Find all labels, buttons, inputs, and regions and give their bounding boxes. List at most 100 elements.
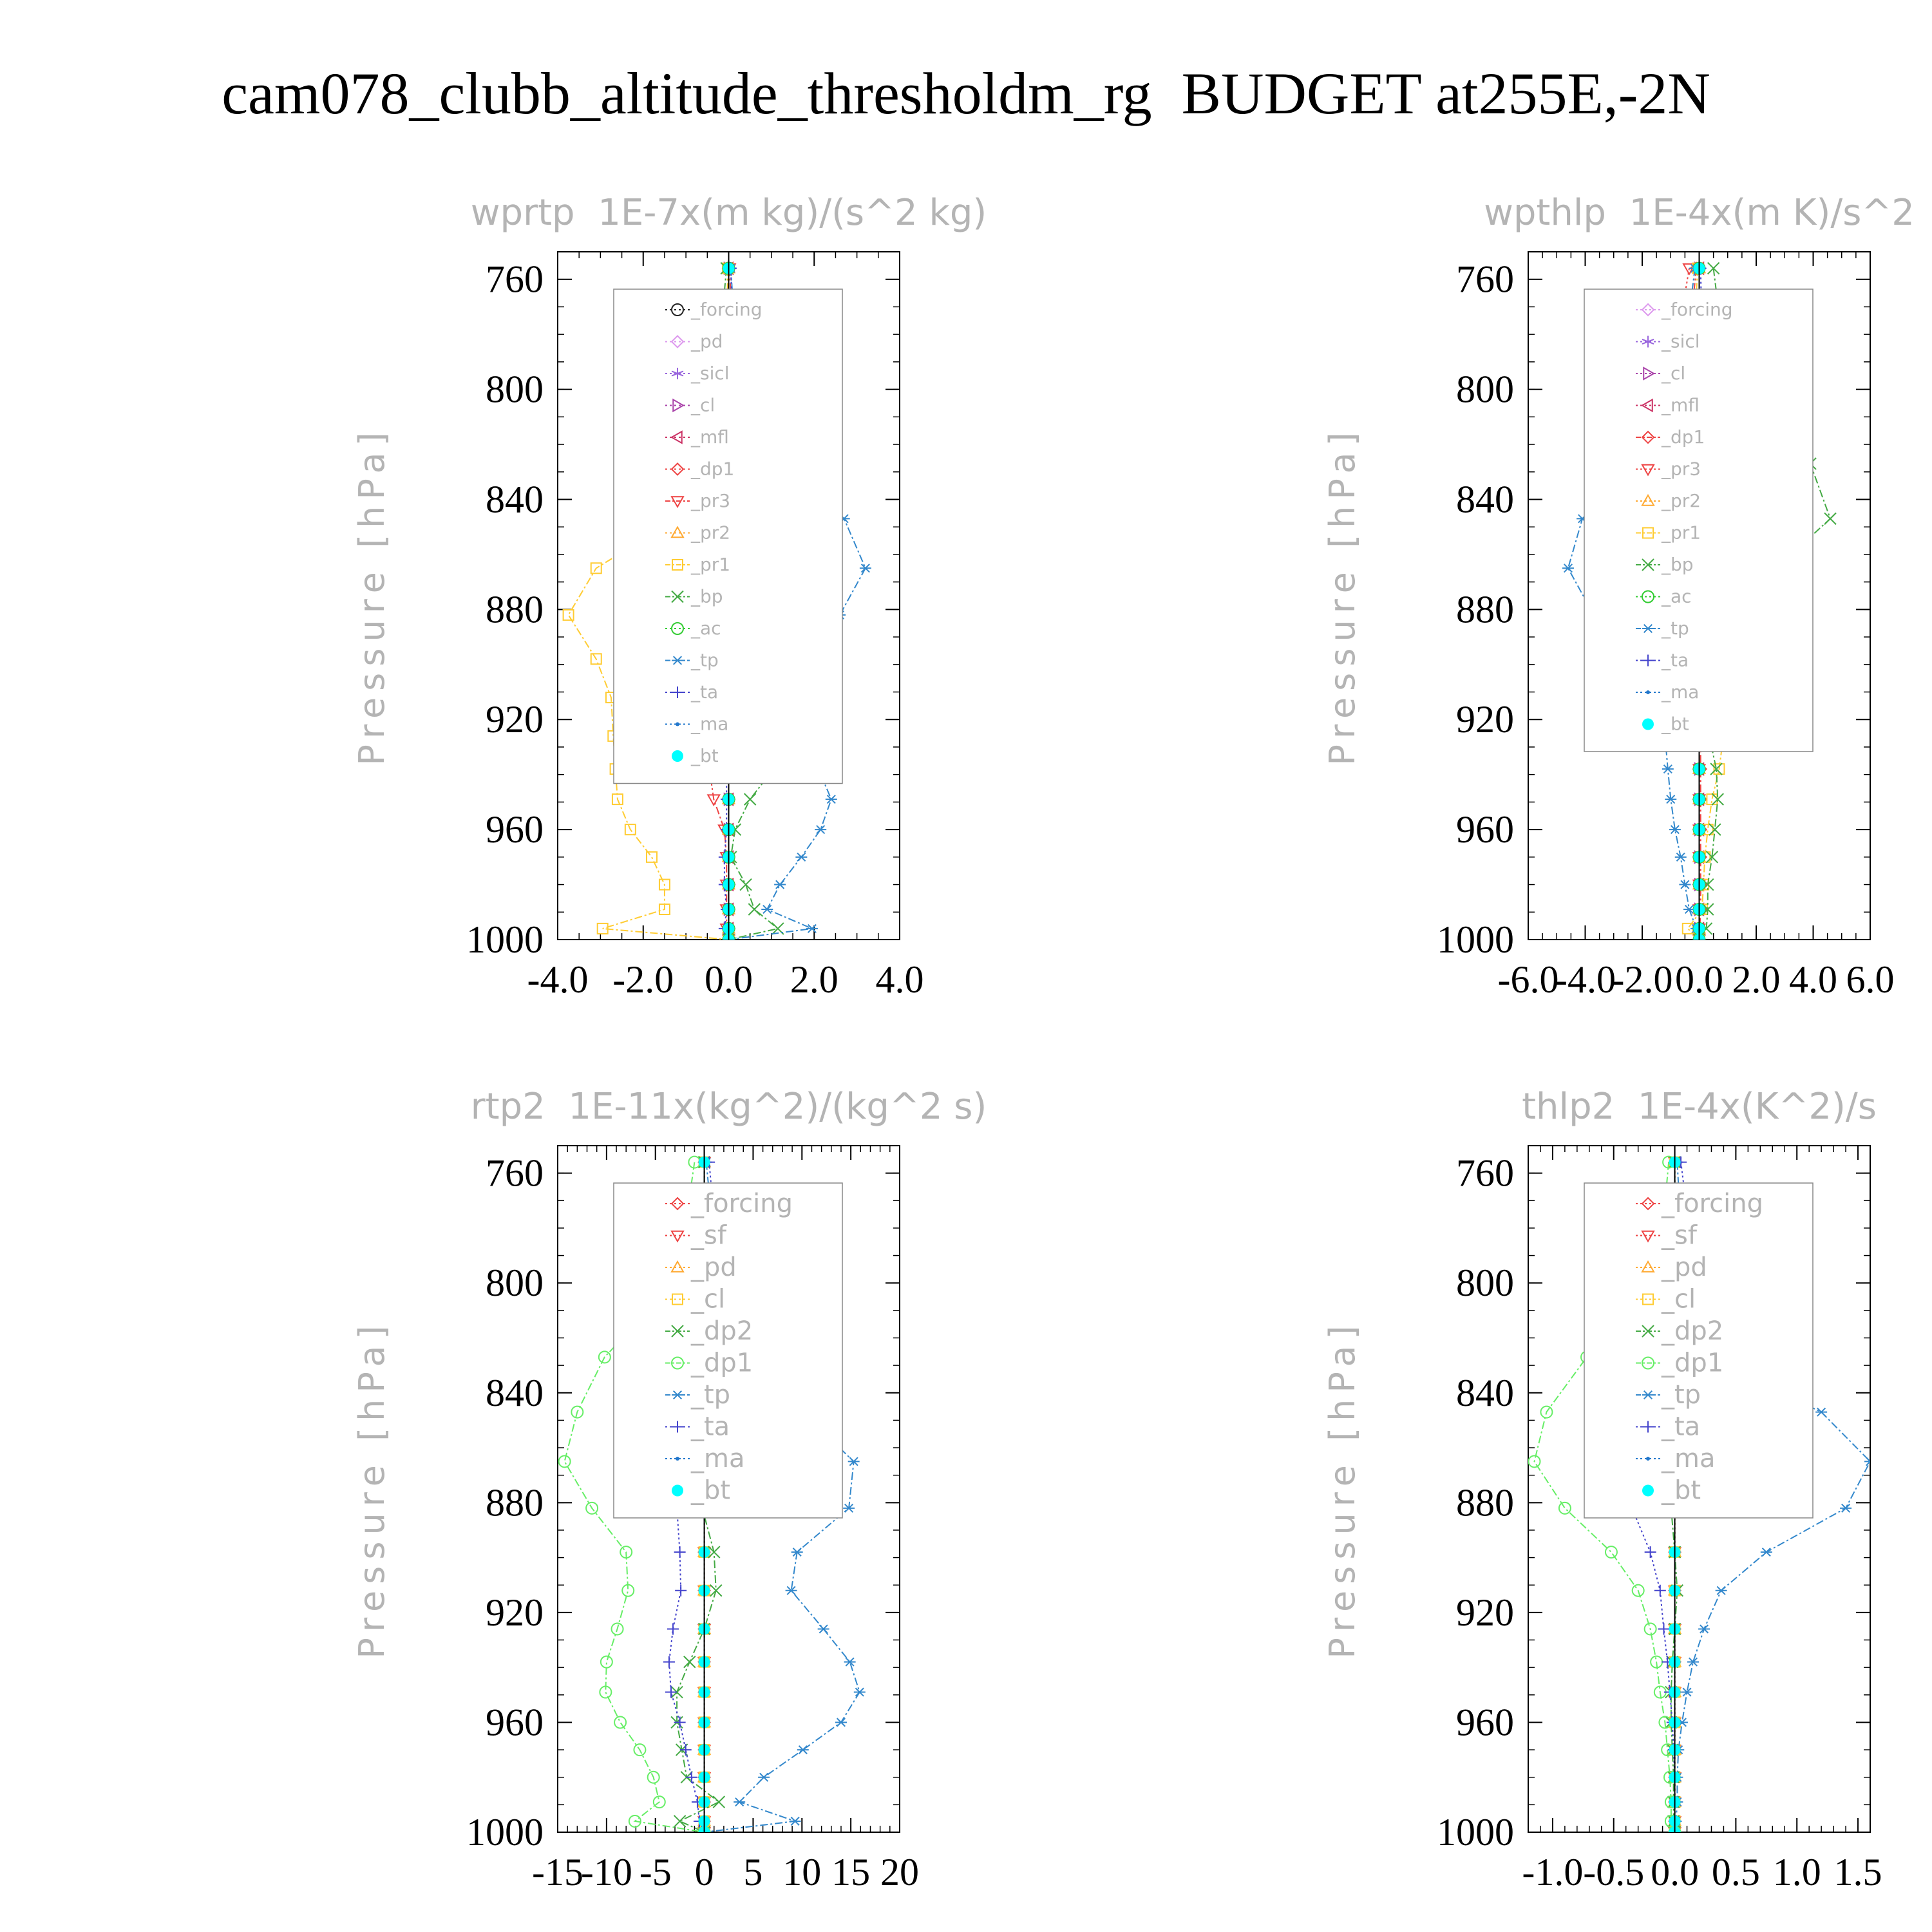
- legend-label: _ma: [1661, 681, 1699, 703]
- data-point: [844, 1657, 856, 1667]
- legend-item: _bt: [1642, 713, 1689, 734]
- legend-swatch-marker: [1642, 336, 1654, 348]
- x-tick-label: -15: [532, 1851, 583, 1893]
- y-axis-label: Pressure [hPa]: [352, 1319, 392, 1658]
- legend-item: _mfl: [665, 426, 729, 448]
- legend-swatch-marker: [1642, 1293, 1654, 1305]
- legend-item: _dp1: [665, 458, 734, 479]
- panel-wprtp: wprtp 1E-7x(m kg)/(s^2 kg) Pressure [hPa]…: [352, 192, 987, 1001]
- y-tick-label: 840: [1456, 478, 1514, 520]
- legend-swatch-marker: [672, 398, 685, 413]
- legend-label: _dp1: [1661, 426, 1705, 448]
- legend-item: _pr3: [665, 490, 730, 511]
- legend-item: _ma: [665, 1444, 744, 1473]
- y-axis-label: Pressure [hPa]: [1322, 426, 1363, 765]
- legend-label: _dp2: [690, 1316, 753, 1346]
- data-point: [791, 1548, 803, 1557]
- legend-label: _tp: [1661, 618, 1689, 639]
- data-point: [590, 562, 602, 574]
- legend-label: _forcing: [1661, 299, 1733, 320]
- x-tick-label: -0.5: [1583, 1851, 1644, 1893]
- legend-swatch-marker: [670, 1230, 685, 1243]
- legend-swatch-marker: [1642, 1325, 1654, 1338]
- legend-item: _cl: [665, 1284, 725, 1314]
- legend-item: _dp2: [1636, 1316, 1723, 1346]
- data-point: [1705, 851, 1719, 864]
- y-tick-label: 1000: [466, 918, 544, 961]
- legend-item: _bp: [665, 585, 723, 607]
- legend-label: _ac: [1661, 585, 1692, 607]
- legend-box: [1584, 1182, 1814, 1519]
- legend-label: _forcing: [690, 1189, 793, 1218]
- data-point: [614, 1716, 627, 1729]
- x-tick-label: -5: [639, 1851, 672, 1893]
- legend-swatch-marker: [672, 1390, 683, 1400]
- data-point: [710, 1584, 723, 1597]
- legend-swatch-marker: [672, 1293, 683, 1305]
- data-point: [806, 923, 818, 933]
- legend-item: _cl: [1636, 363, 1685, 384]
- legend-item: _cl: [665, 394, 715, 415]
- data-point: [1864, 1457, 1870, 1466]
- legend-item: _dp1: [1636, 1348, 1723, 1378]
- legend-item: _sicl: [1636, 330, 1700, 352]
- y-tick-label: 960: [486, 808, 544, 851]
- legend-swatch-marker: [671, 1356, 684, 1370]
- data-point: [835, 1718, 847, 1727]
- y-tick-label: 880: [486, 588, 544, 630]
- legend-swatch-marker: [672, 687, 683, 698]
- legend-label: _sf: [1661, 1220, 1698, 1250]
- x-tick-label: 2.0: [790, 958, 838, 1001]
- legend-label: _ac: [690, 618, 721, 639]
- legend-item: _bt: [672, 745, 719, 766]
- legend-item: _tp: [1636, 1380, 1701, 1410]
- data-point: [665, 1686, 677, 1698]
- legend-item: _tp: [665, 649, 719, 670]
- y-tick-label: 880: [1456, 588, 1514, 630]
- y-tick-label: 960: [1456, 808, 1514, 851]
- data-point: [817, 1624, 829, 1634]
- legend: _forcing _sicl _cl _mfl _dp1 _pr3 _pr2 _pr1 _bp _…: [1584, 289, 1814, 752]
- x-tick-label: 10: [782, 1851, 821, 1893]
- data-point: [674, 1716, 686, 1728]
- legend-box: [1584, 289, 1814, 752]
- legend-label: _sf: [690, 1220, 727, 1250]
- legend-label: _tp: [690, 1380, 730, 1410]
- legend-swatch-marker: [1641, 1197, 1655, 1211]
- data-point: [1683, 905, 1696, 914]
- x-tick-label: -2.0: [1612, 958, 1673, 1001]
- data-point: [652, 1795, 666, 1809]
- data-point: [1528, 1455, 1541, 1468]
- legend-label: _pd: [690, 330, 723, 352]
- data-point: [1815, 1407, 1828, 1417]
- y-tick-label: 880: [1456, 1481, 1514, 1524]
- data-point: [683, 1655, 696, 1669]
- legend-label: _sicl: [1661, 330, 1700, 352]
- y-tick-label: 840: [1456, 1372, 1514, 1414]
- data-point: [647, 1770, 660, 1784]
- panel-title: rtp2 1E-11x(kg^2)/(kg^2 s): [471, 1086, 987, 1128]
- data-point: [1679, 880, 1691, 889]
- legend-label: _bt: [1661, 1475, 1701, 1505]
- data-point: [1840, 1503, 1852, 1513]
- data-point: [590, 653, 602, 665]
- legend-label: _dp1: [1661, 1348, 1723, 1378]
- legend-item: _forcing: [1636, 1189, 1763, 1218]
- data-point: [1687, 1657, 1700, 1667]
- legend: _forcing_sf _pd_cl_dp2_dp1_tp_ta _ma_bt: [1584, 1182, 1814, 1519]
- data-point: [1562, 564, 1574, 573]
- legend-label: _bp: [1661, 554, 1694, 575]
- data-point: [789, 1816, 801, 1826]
- legend-swatch-marker: [1642, 654, 1654, 667]
- data-point: [848, 1457, 860, 1466]
- legend-label: _pr3: [690, 490, 730, 511]
- data-point: [748, 903, 761, 916]
- series-line: [1533, 1162, 1676, 1832]
- legend-swatch-marker: [670, 1197, 685, 1211]
- data-point: [628, 1814, 641, 1828]
- legend-label: _pd: [1661, 1253, 1707, 1282]
- data-point: [1643, 1622, 1657, 1636]
- data-point: [843, 1503, 855, 1513]
- data-point: [774, 880, 786, 889]
- data-point: [562, 609, 574, 621]
